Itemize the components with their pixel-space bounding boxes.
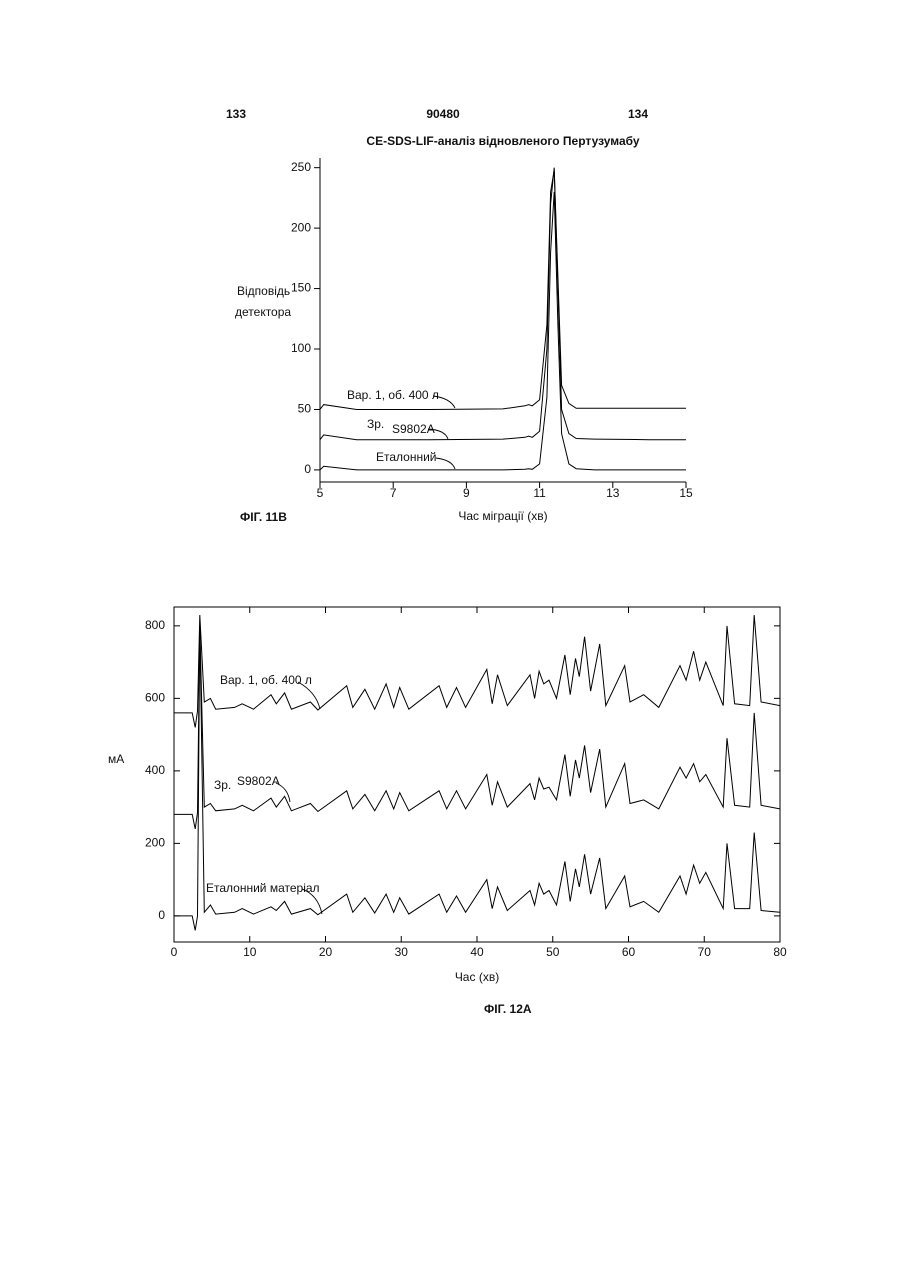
page-number-left: 133	[226, 107, 246, 121]
x-axis-label: Час міграції (хв)	[458, 509, 547, 523]
y-tick-label: 150	[291, 281, 311, 295]
x-tick-label: 80	[773, 945, 787, 959]
x-tick-label: 13	[606, 486, 620, 500]
x-axis-label: Час (хв)	[455, 970, 499, 984]
y-tick-label: 0	[304, 462, 311, 476]
x-tick-label: 20	[319, 945, 333, 959]
y-tick-label: 400	[145, 763, 165, 777]
series-label: Еталонний матеріал	[206, 881, 320, 895]
y-tick-label: 200	[145, 836, 165, 850]
chart-title: CE-SDS-LIF-аналіз відновленого Пертузума…	[366, 134, 640, 148]
patent-number: 90480	[426, 107, 460, 121]
series-label: Вар. 1, об. 400 л	[220, 673, 312, 687]
y-tick-label: 200	[291, 220, 311, 234]
y-tick-label: 50	[298, 402, 312, 416]
x-tick-label: 30	[395, 945, 409, 959]
series-label: S9802A	[237, 774, 280, 788]
x-tick-label: 7	[390, 486, 397, 500]
y-tick-label: 600	[145, 691, 165, 705]
series-label: Еталонний	[376, 450, 437, 464]
y-axis-label: мА	[108, 752, 124, 766]
y-tick-label: 0	[158, 908, 165, 922]
y-tick-label: 250	[291, 160, 311, 174]
y-tick-label: 800	[145, 618, 165, 632]
x-tick-label: 5	[317, 486, 324, 500]
page-number-right: 134	[628, 107, 648, 121]
background	[0, 0, 901, 1273]
figure-label: ФІГ. 12А	[484, 1002, 532, 1016]
series-label: Вар. 1, об. 400 л	[347, 388, 439, 402]
y-tick-label: 100	[291, 341, 311, 355]
annotation: Зр.	[367, 417, 384, 431]
x-tick-label: 60	[622, 945, 636, 959]
page: 133 90480 134 CE-SDS-LIF-аналіз відновле…	[0, 0, 901, 1273]
annotation: Зр.	[214, 778, 231, 792]
x-tick-label: 50	[546, 945, 560, 959]
x-tick-label: 40	[470, 945, 484, 959]
x-tick-label: 9	[463, 486, 470, 500]
x-tick-label: 15	[679, 486, 693, 500]
x-tick-label: 11	[533, 486, 546, 500]
y-axis-label: детектора	[235, 305, 291, 319]
y-axis-label: Відповідь	[237, 284, 290, 298]
figure-label: ФІГ. 11В	[240, 510, 287, 524]
x-tick-label: 70	[698, 945, 712, 959]
x-tick-label: 10	[243, 945, 257, 959]
x-tick-label: 0	[171, 945, 178, 959]
